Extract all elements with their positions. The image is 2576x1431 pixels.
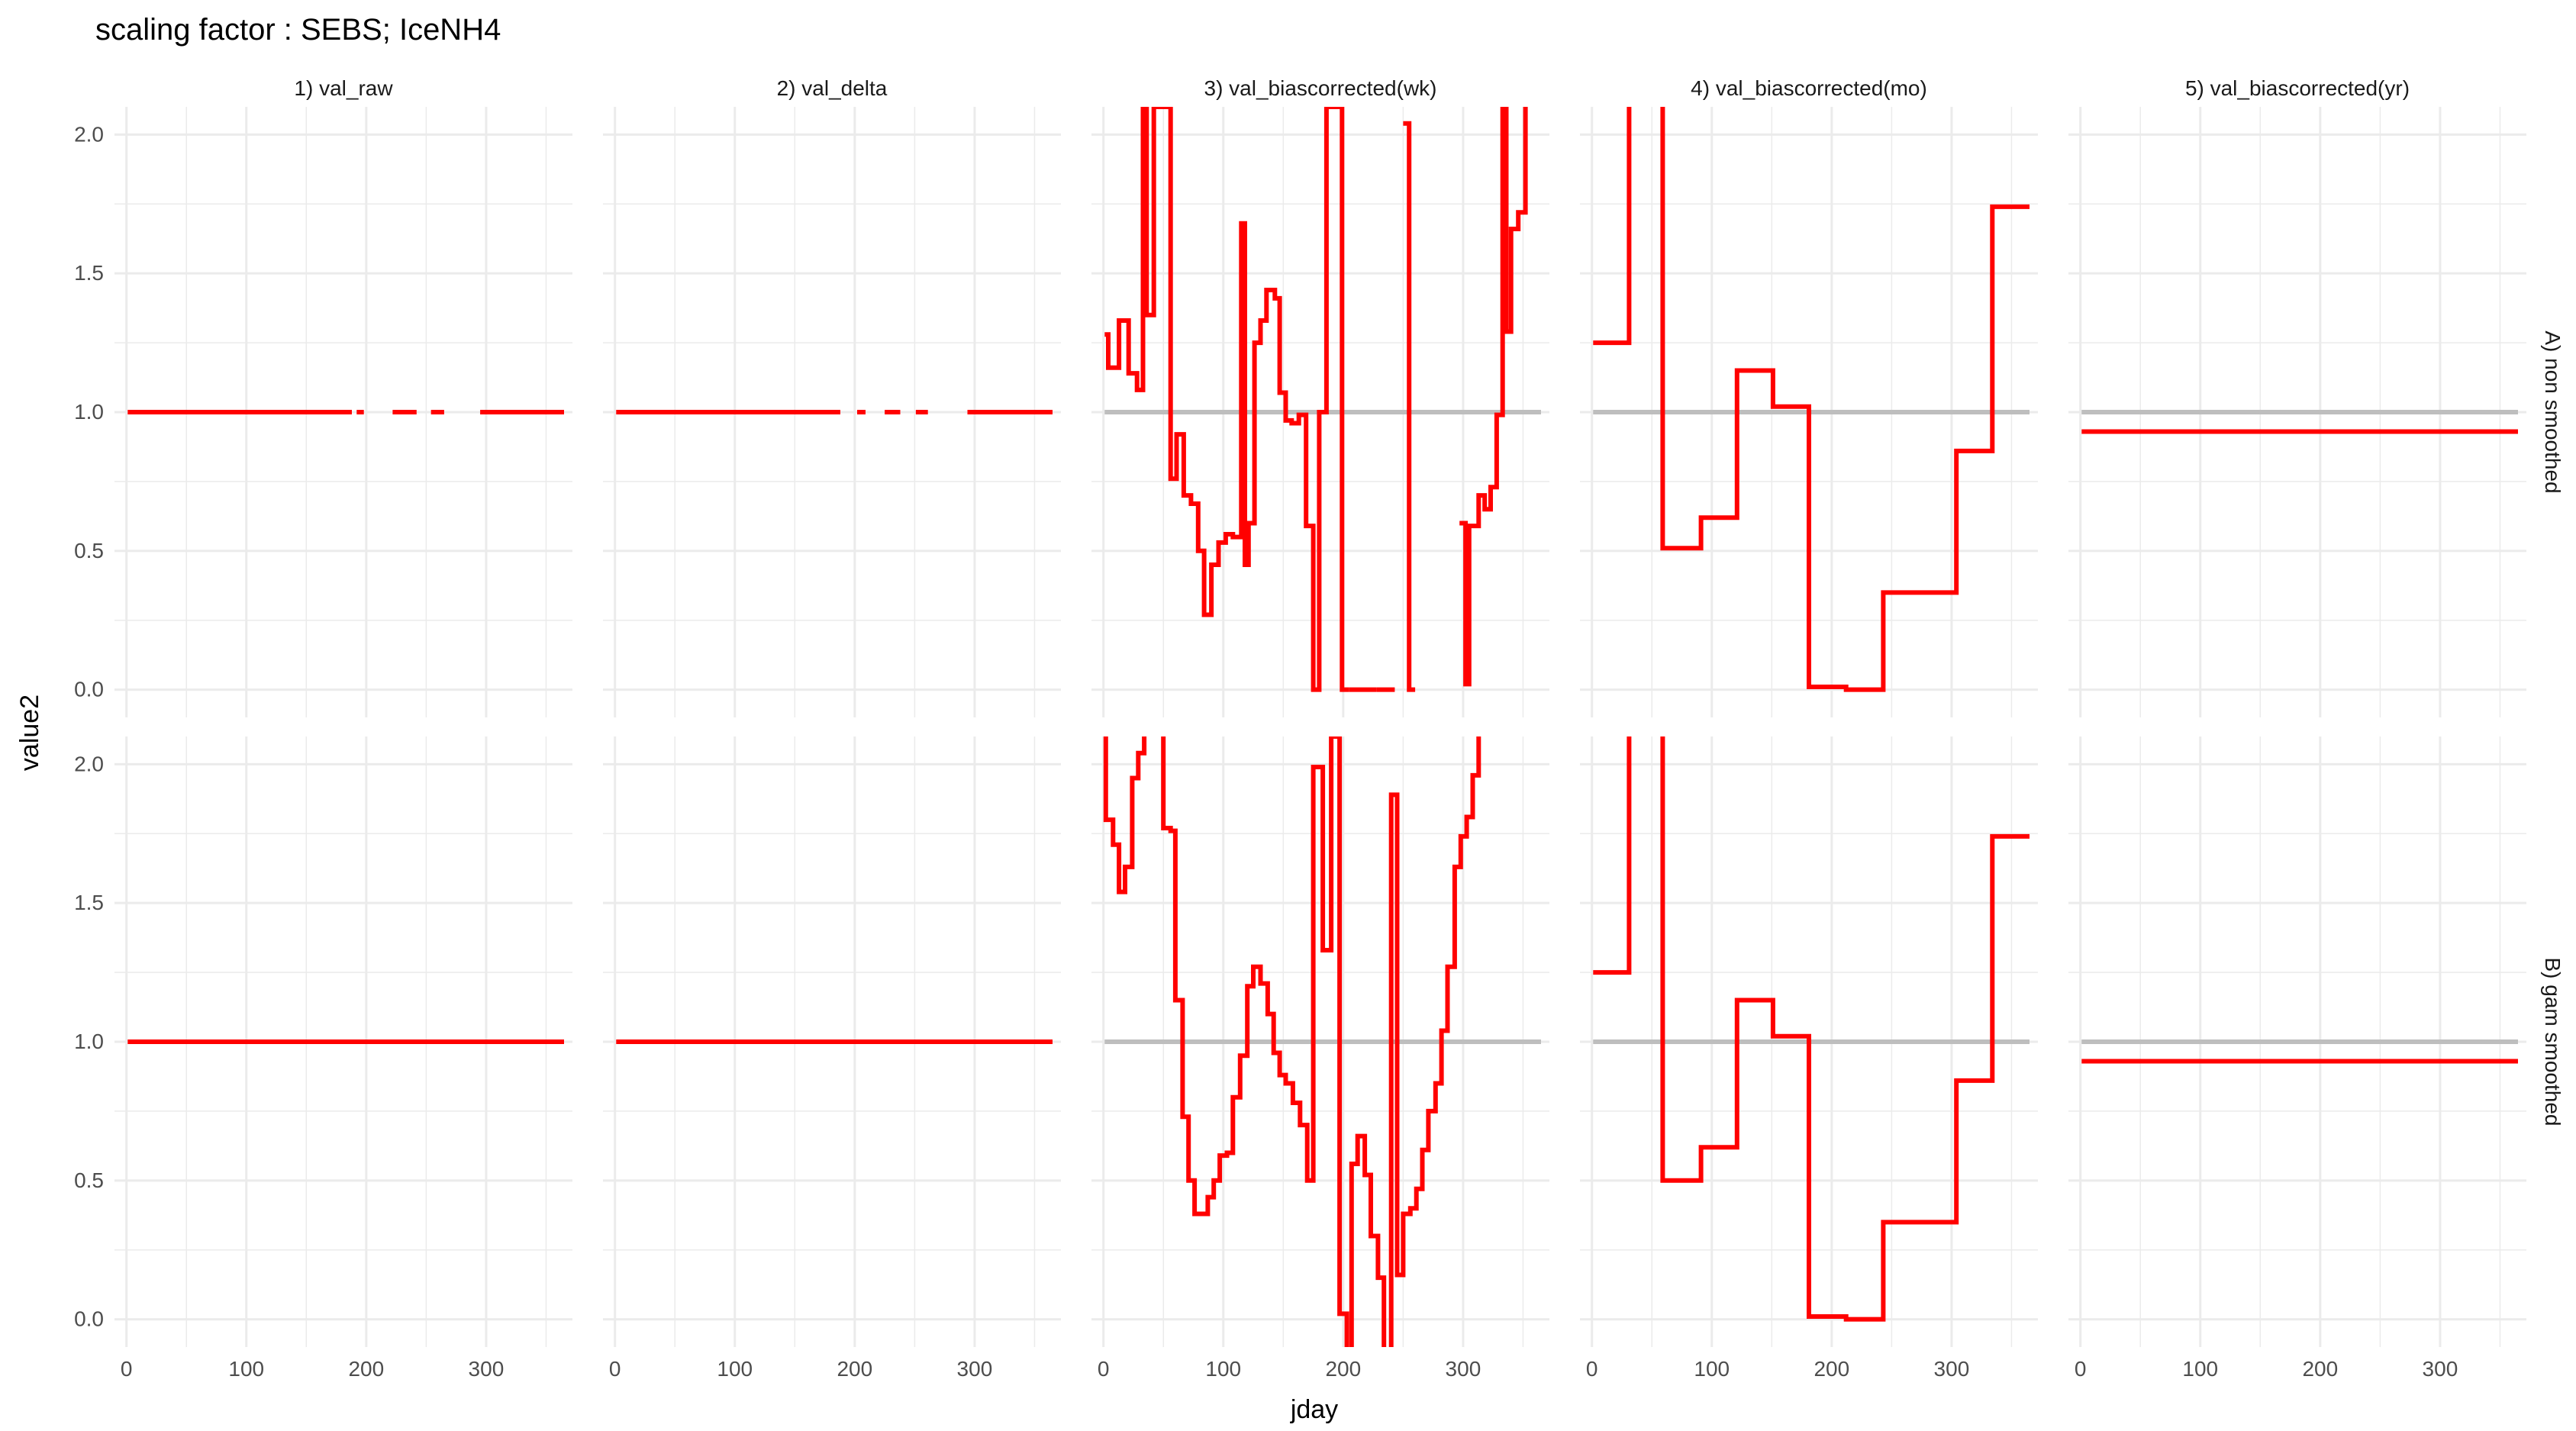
chart-title: scaling factor : SEBS; IceNH4 xyxy=(95,13,501,47)
facet-strip-column: 1) val_raw xyxy=(294,76,393,100)
facet-strip-column: 3) val_biascorrected(wk) xyxy=(1204,76,1437,100)
x-tick-label: 300 xyxy=(1446,1357,1481,1381)
series-line xyxy=(1593,107,1632,346)
series-line xyxy=(1104,107,1349,692)
x-tick-label: 200 xyxy=(837,1357,872,1381)
x-tick-label: 0 xyxy=(2075,1357,2087,1381)
x-tick-label: 100 xyxy=(1205,1357,1241,1381)
series-line xyxy=(1161,736,1349,1347)
facet-panel: 0.0 0.5 1.0 1.5 2.0 xyxy=(74,107,572,717)
facet-panel: 0 100 200 300 xyxy=(1091,736,1549,1381)
series-line xyxy=(1593,736,1632,975)
facet-panel xyxy=(603,107,1061,717)
x-tick-label: 100 xyxy=(228,1357,264,1381)
x-axis-title: jday xyxy=(1290,1395,1338,1424)
facet-panel xyxy=(1580,107,2038,717)
y-tick-label: 2.0 xyxy=(74,122,104,146)
y-tick-label: 0.0 xyxy=(74,1307,104,1331)
y-tick-label: 1.0 xyxy=(74,400,104,424)
x-tick-label: 300 xyxy=(469,1357,505,1381)
facet-panel xyxy=(1091,107,1549,717)
facet-panel: 0 100 200 300 xyxy=(2068,736,2526,1381)
facet-panel: 0 100 200 300 xyxy=(603,736,1061,1381)
x-tick-label: 300 xyxy=(2423,1357,2458,1381)
x-tick-label: 100 xyxy=(717,1357,753,1381)
series-line xyxy=(1459,107,1528,687)
y-tick-label: 0.5 xyxy=(74,1168,104,1192)
facet-strip-row: A) non smoothed xyxy=(2541,330,2565,493)
x-tick-label: 0 xyxy=(121,1357,133,1381)
facet-strip-row: B) gam smoothed xyxy=(2541,958,2565,1126)
x-tick-label: 0 xyxy=(609,1357,621,1381)
series-line xyxy=(1103,736,1147,894)
x-tick-label: 200 xyxy=(1814,1357,1849,1381)
facet-strip-column: 5) val_biascorrected(yr) xyxy=(2185,76,2410,100)
x-tick-label: 300 xyxy=(957,1357,993,1381)
x-tick-label: 0 xyxy=(1098,1357,1110,1381)
y-tick-label: 2.0 xyxy=(74,752,104,775)
series-line xyxy=(1349,1133,1387,1347)
y-axis-title: value2 xyxy=(15,695,44,771)
x-tick-label: 0 xyxy=(1586,1357,1598,1381)
facet-panel xyxy=(2068,107,2526,717)
x-tick-label: 200 xyxy=(348,1357,384,1381)
series-line xyxy=(1403,121,1416,692)
y-tick-label: 1.5 xyxy=(74,891,104,914)
y-tick-label: 1.0 xyxy=(74,1030,104,1053)
facet-panel: 0 100 200 300 xyxy=(1580,736,2038,1381)
facet-panels: 1) val_raw 2) val_delta 3) val_biascorrect… xyxy=(74,76,2565,1381)
x-tick-label: 200 xyxy=(1325,1357,1361,1381)
facet-strip-column: 2) val_delta xyxy=(777,76,888,100)
facet-panel: 0.0 0.5 1.0 1.5 2.0 0 100 200 300 xyxy=(74,736,572,1381)
series-line xyxy=(1388,736,1481,1347)
x-tick-label: 100 xyxy=(2182,1357,2218,1381)
x-tick-label: 200 xyxy=(2302,1357,2338,1381)
y-tick-label: 0.5 xyxy=(74,539,104,562)
series-line xyxy=(1660,107,2030,692)
y-tick-label: 0.0 xyxy=(74,678,104,701)
facet-strip-column: 4) val_biascorrected(mo) xyxy=(1691,76,1927,100)
y-tick-label: 1.5 xyxy=(74,261,104,285)
x-tick-label: 100 xyxy=(1694,1357,1730,1381)
series-line xyxy=(1660,736,2030,1322)
x-tick-label: 300 xyxy=(1934,1357,1970,1381)
